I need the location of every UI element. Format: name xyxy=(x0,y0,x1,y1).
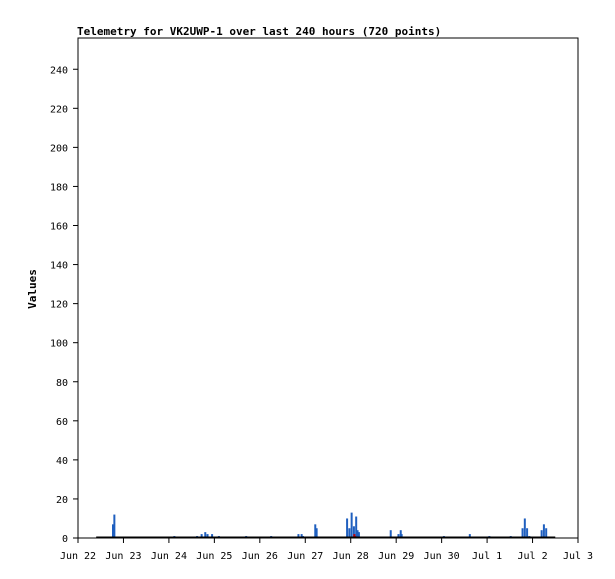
x-tick-label: Jul 3 xyxy=(563,551,593,562)
y-tick-label: 0 xyxy=(62,534,68,545)
y-tick-label: 160 xyxy=(50,222,68,233)
y-axis-ticks: 0 20 40 60 80 100 120 140 160 180 200 220 240 xyxy=(50,65,78,545)
y-tick-label: 100 xyxy=(50,339,68,350)
x-tick-label: Jun 26 xyxy=(242,551,278,562)
y-tick-label: 180 xyxy=(50,182,68,193)
y-tick-label: 20 xyxy=(56,495,68,506)
y-tick-label: 200 xyxy=(50,143,68,154)
data-bars xyxy=(112,512,548,538)
x-tick-label: Jun 29 xyxy=(378,551,414,562)
y-axis-label: Values xyxy=(26,269,39,309)
x-tick-label: Jun 23 xyxy=(105,551,141,562)
x-tick-label: Jul 1 xyxy=(472,551,502,562)
x-tick-label: Jul 2 xyxy=(517,551,547,562)
x-tick-label: Jun 28 xyxy=(333,551,369,562)
x-tick-label: Jun 30 xyxy=(424,551,460,562)
y-tick-label: 120 xyxy=(50,300,68,311)
chart-title: Telemetry for VK2UWP-1 over last 240 hou… xyxy=(77,25,441,38)
y-tick-label: 60 xyxy=(56,417,68,428)
y-tick-label: 40 xyxy=(56,456,68,467)
y-tick-label: 80 xyxy=(56,378,68,389)
y-tick-label: 140 xyxy=(50,261,68,272)
y-tick-label: 220 xyxy=(50,104,68,115)
x-axis-ticks: Jun 22 Jun 23 Jun 24 Jun 25 Jun 26 Jun 27 Jun … xyxy=(60,538,593,562)
x-tick-label: Jun 27 xyxy=(287,551,323,562)
y-tick-label: 240 xyxy=(50,65,68,76)
x-tick-label: Jun 22 xyxy=(60,551,96,562)
x-tick-label: Jun 24 xyxy=(151,551,187,562)
x-tick-label: Jun 25 xyxy=(196,551,232,562)
plot-frame xyxy=(77,37,579,539)
